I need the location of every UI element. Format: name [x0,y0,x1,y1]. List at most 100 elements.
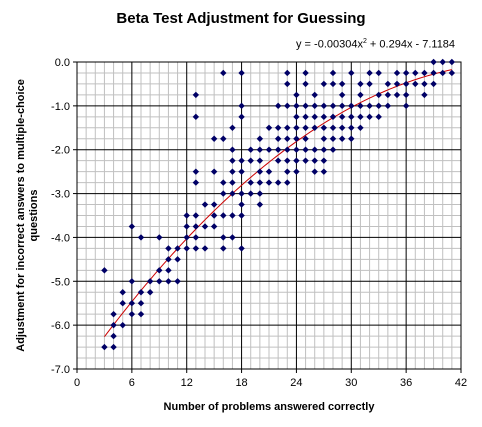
data-point [156,278,163,285]
data-point [448,58,456,66]
data-point [320,102,328,110]
data-point [293,168,300,175]
data-point [357,80,364,88]
y-tick-label: -5.0 [51,276,70,288]
y-axis-title: Adjustment for incorrect answers to mult… [15,79,40,352]
data-point [311,146,318,153]
data-point [183,234,190,241]
data-point [402,69,410,77]
data-point [293,124,300,131]
data-point [320,80,328,88]
data-point [293,135,300,142]
data-point [174,256,181,263]
data-point [284,124,291,131]
data-point [338,113,346,121]
data-point [229,212,236,219]
data-point [348,113,355,121]
data-point [320,146,328,153]
data-point [101,267,108,274]
data-point [421,69,428,77]
data-point [430,58,437,66]
data-point [137,289,145,296]
data-point [201,201,209,208]
data-point [256,201,264,208]
data-point [412,80,419,88]
data-point [402,91,410,99]
data-point [348,69,355,77]
data-point [128,223,136,230]
data-point [366,80,373,88]
data-point [421,80,428,88]
data-point [146,278,154,285]
data-point [192,113,200,121]
data-point [302,146,309,153]
data-point [311,113,318,121]
data-point [165,267,172,274]
equation-suffix: + 0.294x - 7.1184 [366,38,456,51]
data-point [256,146,264,153]
x-tick-label: 36 [400,377,412,389]
data-point [329,146,337,153]
data-point [375,113,382,121]
data-point [265,179,273,186]
data-point [293,157,300,164]
data-point [302,124,309,131]
data-point [128,278,136,285]
data-point [384,80,392,88]
data-point [156,267,163,274]
data-point [174,278,181,285]
data-point [338,135,346,142]
data-point [238,190,245,197]
data-point [110,321,117,329]
data-point [174,245,181,252]
data-point [192,91,200,99]
y-tick-label: -6.0 [51,320,70,332]
data-point [338,102,346,110]
data-point [110,343,117,351]
data-point [375,69,382,77]
data-point [384,102,392,110]
data-point [229,168,236,175]
data-point [402,102,410,110]
data-point [320,113,328,121]
data-point [137,310,145,318]
data-point [329,124,337,131]
data-point [229,124,236,131]
data-point [284,102,291,110]
data-point [329,102,337,110]
data-point [348,124,355,131]
data-point [137,234,145,241]
y-tick-label: -1.0 [51,101,70,113]
data-point [220,135,227,142]
data-point [302,113,309,121]
data-point [448,69,456,77]
data-point [348,135,355,142]
data-point [146,289,154,296]
data-point [375,91,382,99]
data-point [274,102,282,110]
data-point [110,332,117,340]
data-point [238,201,245,208]
data-point [201,245,209,252]
data-point [265,124,273,131]
data-point [393,80,401,88]
data-point [229,190,236,197]
x-tick-label: 6 [129,377,135,389]
x-tick-label: 24 [290,377,302,389]
data-point [284,168,291,175]
data-point [137,300,145,307]
data-point [201,223,209,230]
data-point [393,91,401,99]
data-point [366,69,373,77]
data-point [329,80,337,88]
data-point [311,102,318,110]
data-point [402,80,410,88]
data-point [274,124,282,131]
y-tick-label: -2.0 [51,145,70,157]
data-point [302,102,309,110]
data-point [238,113,245,121]
data-point [357,91,364,99]
data-point [128,310,136,318]
data-point [311,124,318,131]
